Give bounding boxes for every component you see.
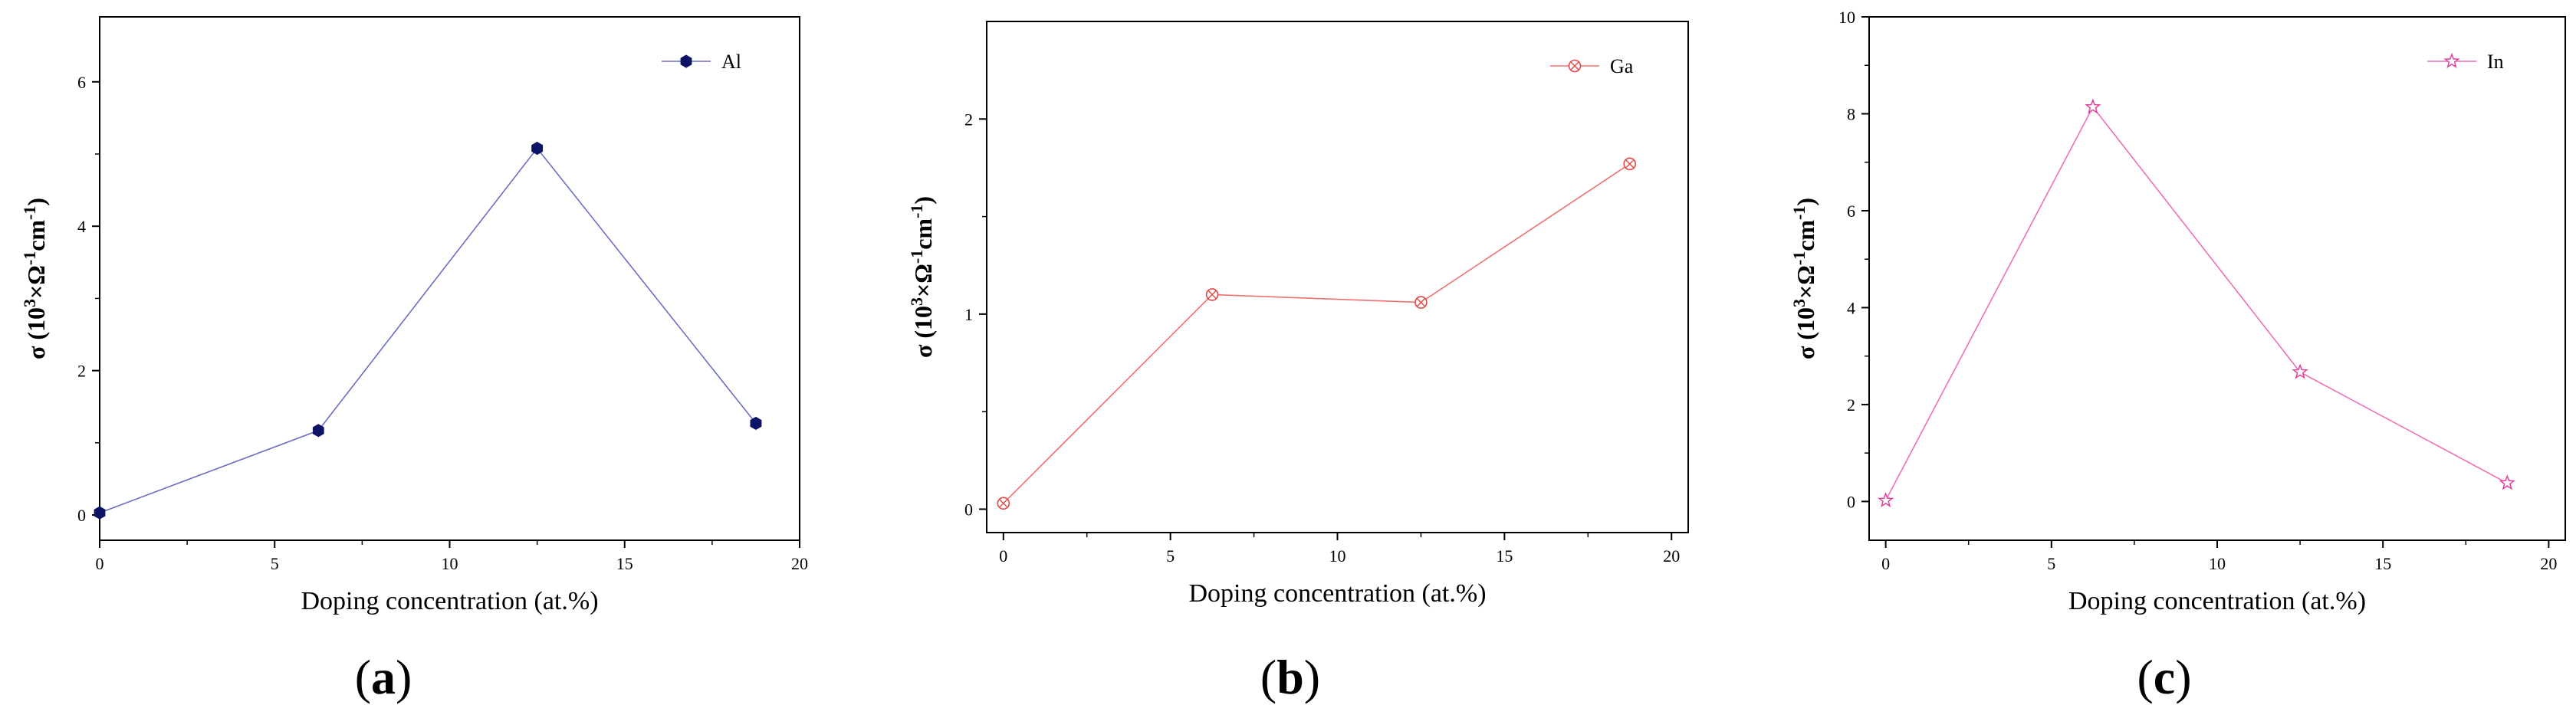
y-tick-label: 0 xyxy=(1847,492,1855,511)
series-al xyxy=(94,141,762,520)
chart-panel-b: 0 5 10 15 20 0 1 2 Doping concentration (at.%) σ … xyxy=(907,21,1689,704)
y-tick-label: 1 xyxy=(964,305,973,324)
data-point xyxy=(750,416,762,430)
series-ga xyxy=(997,157,1637,510)
panel-label: (c) xyxy=(2137,650,2191,704)
plot-frame xyxy=(99,16,800,541)
x-tick-label: 10 xyxy=(1329,546,1346,566)
plot-frame xyxy=(1868,16,2566,541)
panel-label: (a) xyxy=(355,650,412,704)
data-point xyxy=(1414,296,1428,309)
series-line xyxy=(99,147,757,513)
legend: Ga xyxy=(1550,55,1634,77)
y-tick-label: 4 xyxy=(77,217,86,236)
x-tick-label: 0 xyxy=(1881,554,1890,573)
x-tick-label: 20 xyxy=(2540,554,2557,573)
data-point xyxy=(997,497,1010,510)
data-point xyxy=(531,141,544,156)
panel-label: (b) xyxy=(1260,650,1320,704)
x-tick-label: 20 xyxy=(1663,546,1680,566)
series-line xyxy=(1884,106,2508,501)
legend: Al xyxy=(662,51,741,73)
x-tick-label: 15 xyxy=(616,554,633,573)
y-tick-label: 10 xyxy=(1838,8,1855,27)
series-in xyxy=(1878,98,2515,508)
data-point xyxy=(94,506,106,520)
y-tick-label: 8 xyxy=(1847,104,1855,123)
data-point xyxy=(312,424,324,438)
legend-marker xyxy=(2443,52,2460,69)
x-axis-label: Doping concentration (at.%) xyxy=(2068,587,2366,615)
data-point xyxy=(2085,98,2101,114)
series-line xyxy=(1003,163,1631,504)
data-point xyxy=(1205,288,1219,301)
y-axis-label: σ (103×Ω-1cm-1) xyxy=(1789,198,1819,359)
x-tick-label: 15 xyxy=(2374,554,2391,573)
x-tick-label: 10 xyxy=(442,554,458,573)
chart-panel-c: 0 5 10 15 20 0 2 4 6 8 10 Doping concentration (at.… xyxy=(1789,8,2566,704)
y-tick-label: 2 xyxy=(77,362,86,381)
y-tick-label: 0 xyxy=(77,506,86,525)
legend-label: Al xyxy=(721,51,741,73)
legend-marker xyxy=(1568,59,1582,73)
x-axis-label: Doping concentration (at.%) xyxy=(301,587,598,615)
x-tick-label: 20 xyxy=(791,554,808,573)
x-tick-label: 10 xyxy=(2209,554,2226,573)
y-tick-label: 6 xyxy=(77,73,86,92)
y-axis-label: σ (103×Ω-1cm-1) xyxy=(907,196,937,358)
y-axis-label: σ (103×Ω-1cm-1) xyxy=(20,198,50,359)
legend-label: In xyxy=(2487,51,2504,73)
x-axis-label: Doping concentration (at.%) xyxy=(1188,579,1486,608)
legend: In xyxy=(2427,51,2504,73)
y-tick-label: 2 xyxy=(1847,395,1855,415)
plot-frame xyxy=(986,21,1689,533)
x-tick-label: 5 xyxy=(1166,546,1175,566)
data-point xyxy=(1623,157,1637,171)
data-point xyxy=(1878,491,1894,508)
legend-marker xyxy=(680,54,692,68)
y-tick-label: 4 xyxy=(1847,298,1855,317)
legend-label: Ga xyxy=(1610,55,1634,77)
x-tick-label: 0 xyxy=(999,546,1007,566)
y-tick-label: 0 xyxy=(964,500,973,519)
y-tick-label: 6 xyxy=(1847,202,1855,221)
x-tick-label: 15 xyxy=(1496,546,1513,566)
x-tick-label: 5 xyxy=(271,554,279,573)
data-point xyxy=(2292,363,2308,379)
x-tick-label: 0 xyxy=(96,554,104,573)
data-point xyxy=(2499,474,2515,490)
chart-panel-a: 0 5 10 15 20 0 2 4 6 Doping concentration (at.%) σ… xyxy=(20,16,808,704)
y-tick-label: 2 xyxy=(964,110,973,129)
x-tick-label: 5 xyxy=(2047,554,2055,573)
